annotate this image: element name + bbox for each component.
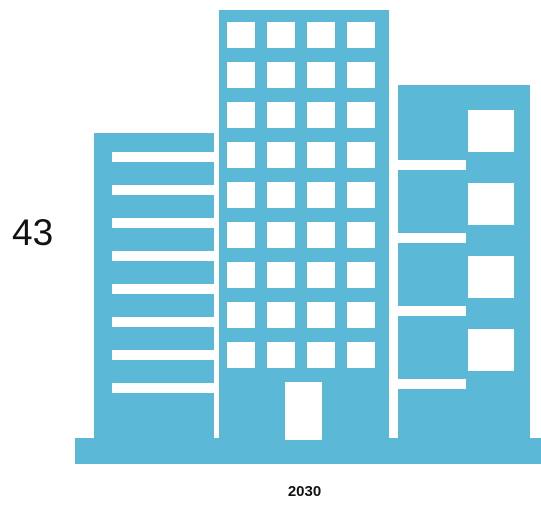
right-building-gap	[398, 160, 466, 170]
center-building-window	[307, 302, 335, 328]
center-building-window	[267, 262, 295, 288]
center-building-window	[307, 142, 335, 168]
center-building-window	[347, 302, 375, 328]
center-building-window	[227, 62, 255, 88]
right-building-window	[468, 329, 514, 371]
center-building-window	[227, 22, 255, 48]
center-building-window	[347, 342, 375, 368]
right-building-gap	[398, 306, 466, 316]
center-building-window	[267, 302, 295, 328]
center-building-window	[267, 22, 295, 48]
right-building-windows	[398, 110, 514, 389]
left-building-slat	[112, 152, 214, 162]
center-building-window	[267, 102, 295, 128]
center-building-window	[307, 22, 335, 48]
left-building-slat	[112, 350, 214, 360]
left-building-slat	[112, 383, 214, 393]
value-label: 43	[12, 212, 54, 253]
center-building-window	[347, 102, 375, 128]
right-building-gap	[398, 379, 466, 389]
right-building-window	[468, 256, 514, 298]
year-label: 2030	[287, 483, 322, 500]
center-building-window	[227, 182, 255, 208]
center-building-window	[227, 302, 255, 328]
center-building-window	[227, 262, 255, 288]
left-building-slats	[112, 152, 214, 393]
center-building-window	[347, 142, 375, 168]
left-building	[94, 133, 214, 440]
left-building-slat	[112, 317, 214, 327]
center-building-window	[347, 62, 375, 88]
center-building-window	[307, 62, 335, 88]
center-building-window	[267, 222, 295, 248]
center-building-window	[227, 222, 255, 248]
center-building-door	[285, 382, 322, 440]
center-building-windows	[227, 22, 375, 368]
left-building-slat	[112, 185, 214, 195]
left-building-slat	[112, 218, 214, 228]
center-building-window	[267, 62, 295, 88]
center-building-window	[307, 222, 335, 248]
center-building	[219, 10, 389, 440]
right-building-window	[468, 110, 514, 152]
center-building-window	[307, 342, 335, 368]
center-building-window	[347, 222, 375, 248]
left-building-slat	[112, 284, 214, 294]
center-building-window	[347, 262, 375, 288]
ground-bar	[75, 438, 541, 464]
center-building-window	[267, 182, 295, 208]
center-building-window	[347, 182, 375, 208]
center-building-window	[307, 102, 335, 128]
right-building	[398, 85, 530, 440]
center-building-window	[227, 142, 255, 168]
center-building-window	[307, 262, 335, 288]
right-building-gap	[398, 233, 466, 243]
center-building-window	[227, 342, 255, 368]
center-building-window	[267, 342, 295, 368]
right-building-window	[468, 183, 514, 225]
center-building-window	[227, 102, 255, 128]
center-building-window	[347, 22, 375, 48]
left-building-slat	[112, 251, 214, 261]
center-building-window	[307, 182, 335, 208]
center-building-window	[267, 142, 295, 168]
